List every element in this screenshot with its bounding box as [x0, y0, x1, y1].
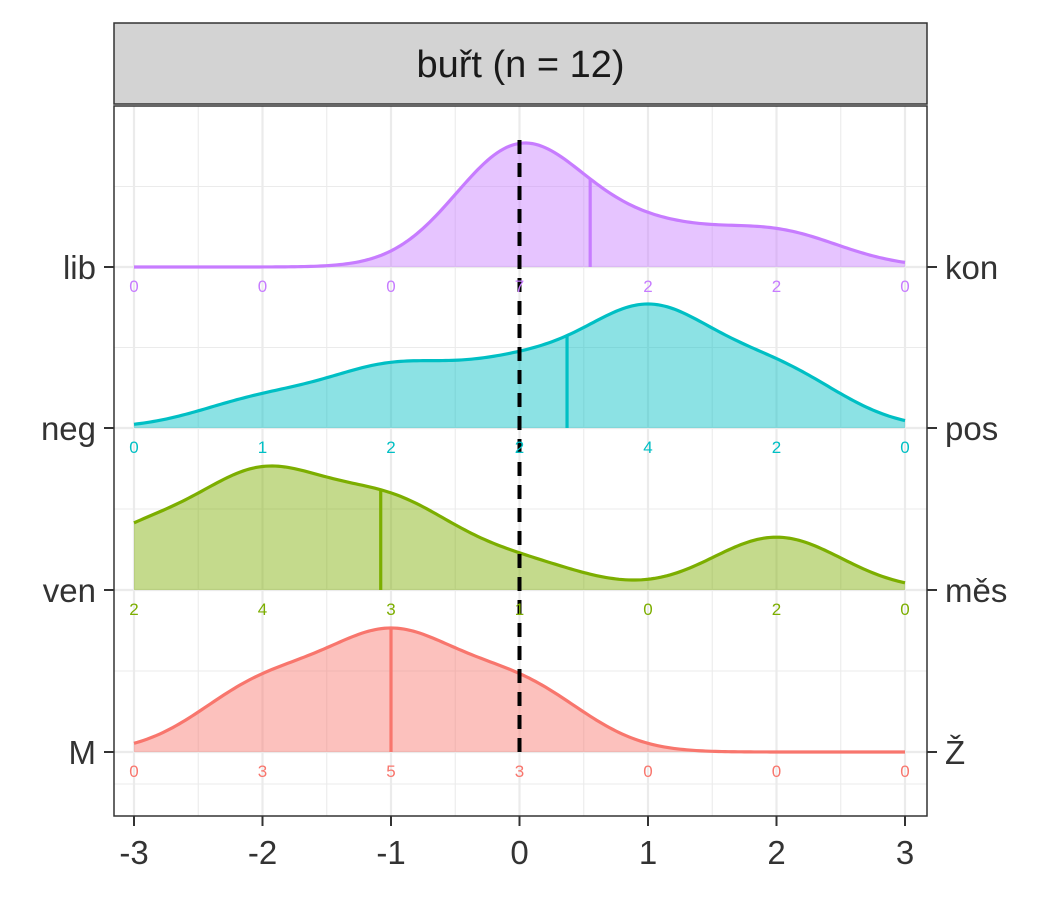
- count-label: 2: [772, 277, 781, 296]
- left-axis-label: lib: [63, 249, 96, 286]
- ridge-area: [134, 304, 905, 428]
- count-label: 2: [515, 438, 524, 457]
- ridge-area: [134, 143, 905, 267]
- x-tick-label: 2: [767, 834, 785, 871]
- strip-background: [113, 22, 928, 105]
- count-label: 3: [515, 762, 524, 781]
- count-label: 2: [643, 277, 652, 296]
- panel-title: buřt (n = 12): [416, 44, 624, 86]
- count-label: 0: [386, 277, 395, 296]
- left-axis-label: M: [69, 734, 97, 771]
- count-label: 0: [643, 762, 652, 781]
- count-label: 7: [515, 277, 524, 296]
- count-label: 0: [129, 277, 138, 296]
- count-label: 0: [258, 277, 267, 296]
- count-label: 0: [900, 438, 909, 457]
- ridge-line: [133, 464, 906, 585]
- x-tick-label: -1: [376, 834, 405, 871]
- x-tick-label: -3: [119, 834, 148, 871]
- x-tick-label: -2: [248, 834, 277, 871]
- ridge-area: [134, 628, 905, 752]
- left-axis-label: ven: [43, 572, 96, 609]
- count-label: 2: [772, 438, 781, 457]
- count-label: 1: [515, 600, 524, 619]
- count-label: 2: [386, 438, 395, 457]
- count-label: 0: [129, 762, 138, 781]
- count-label: 0: [772, 762, 781, 781]
- count-label: 2: [129, 600, 138, 619]
- count-label: 4: [643, 438, 652, 457]
- count-label: 0: [900, 277, 909, 296]
- count-label: 3: [386, 600, 395, 619]
- count-label: 1: [258, 438, 267, 457]
- right-axis-label: měs: [945, 572, 1007, 609]
- right-axis-label: kon: [945, 249, 998, 286]
- count-label: 2: [772, 600, 781, 619]
- count-labels: 0 3 5 3 0 0 0 2 4 3 1 0 2 0 0 1 2 2 4 2 0 0 0 0 7 2 2 0: [129, 277, 909, 781]
- x-tick-label: 0: [510, 834, 528, 871]
- ridges: [133, 141, 906, 754]
- count-label: 0: [129, 438, 138, 457]
- x-tick-label: 3: [896, 834, 914, 871]
- count-label: 3: [258, 762, 267, 781]
- count-label: 0: [900, 762, 909, 781]
- count-label: 5: [386, 762, 395, 781]
- right-axis-label: Ž: [945, 734, 965, 771]
- count-label: 4: [258, 600, 267, 619]
- left-axis-label: neg: [41, 410, 96, 447]
- count-label: 0: [900, 600, 909, 619]
- count-label: 0: [643, 600, 652, 619]
- right-axis-label: pos: [945, 410, 998, 447]
- x-tick-label: 1: [639, 834, 657, 871]
